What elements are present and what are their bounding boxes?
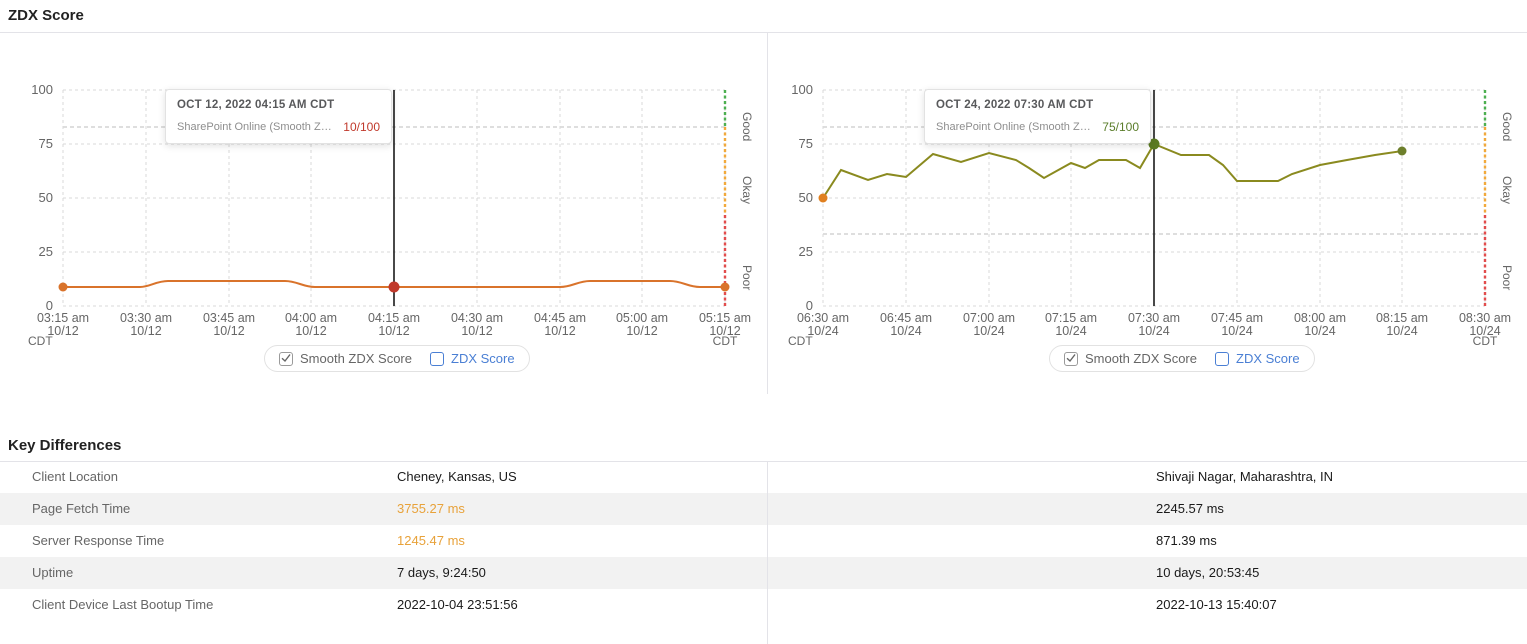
svg-text:10/24: 10/24	[1304, 324, 1335, 338]
svg-text:25: 25	[39, 244, 53, 259]
svg-text:50: 50	[799, 190, 813, 205]
svg-text:CDT: CDT	[1473, 334, 1498, 345]
svg-text:75: 75	[39, 136, 53, 151]
svg-text:04:00 am: 04:00 am	[285, 311, 337, 325]
svg-text:Good: Good	[740, 112, 754, 141]
svg-text:25: 25	[799, 244, 813, 259]
svg-text:10/24: 10/24	[890, 324, 921, 338]
svg-text:06:45 am: 06:45 am	[880, 311, 932, 325]
svg-text:10/24: 10/24	[1055, 324, 1086, 338]
svg-text:07:00 am: 07:00 am	[963, 311, 1015, 325]
svg-text:10/24: 10/24	[1386, 324, 1417, 338]
svg-text:10/12: 10/12	[544, 324, 575, 338]
svg-text:03:45 am: 03:45 am	[203, 311, 255, 325]
svg-text:07:45 am: 07:45 am	[1211, 311, 1263, 325]
svg-text:10/12: 10/12	[130, 324, 161, 338]
svg-text:04:30 am: 04:30 am	[451, 311, 503, 325]
svg-text:10/24: 10/24	[1138, 324, 1169, 338]
svg-text:05:00 am: 05:00 am	[616, 311, 668, 325]
svg-text:04:15 am: 04:15 am	[368, 311, 420, 325]
svg-text:03:15 am: 03:15 am	[37, 311, 89, 325]
svg-text:CDT: CDT	[713, 334, 738, 345]
svg-text:08:15 am: 08:15 am	[1376, 311, 1428, 325]
svg-text:10/24: 10/24	[973, 324, 1004, 338]
svg-text:08:00 am: 08:00 am	[1294, 311, 1346, 325]
svg-text:10/12: 10/12	[295, 324, 326, 338]
svg-text:100: 100	[791, 82, 813, 97]
svg-text:Poor: Poor	[1500, 265, 1514, 290]
svg-text:06:30 am: 06:30 am	[797, 311, 849, 325]
svg-text:10/12: 10/12	[461, 324, 492, 338]
svg-text:03:30 am: 03:30 am	[120, 311, 172, 325]
svg-text:04:45 am: 04:45 am	[534, 311, 586, 325]
svg-text:10/12: 10/12	[213, 324, 244, 338]
svg-text:07:30 am: 07:30 am	[1128, 311, 1180, 325]
svg-text:Poor: Poor	[740, 265, 754, 290]
svg-text:10/12: 10/12	[378, 324, 409, 338]
svg-text:Okay: Okay	[740, 176, 754, 204]
svg-text:100: 100	[31, 82, 53, 97]
svg-text:05:15 am: 05:15 am	[699, 311, 751, 325]
svg-text:10/12: 10/12	[626, 324, 657, 338]
svg-text:75: 75	[799, 136, 813, 151]
svg-text:50: 50	[39, 190, 53, 205]
svg-text:10/24: 10/24	[1221, 324, 1252, 338]
svg-text:08:30 am: 08:30 am	[1459, 311, 1511, 325]
svg-text:CDT: CDT	[28, 334, 53, 345]
svg-text:CDT: CDT	[788, 334, 813, 345]
svg-text:07:15 am: 07:15 am	[1045, 311, 1097, 325]
svg-text:Good: Good	[1500, 112, 1514, 141]
svg-text:Okay: Okay	[1500, 176, 1514, 204]
